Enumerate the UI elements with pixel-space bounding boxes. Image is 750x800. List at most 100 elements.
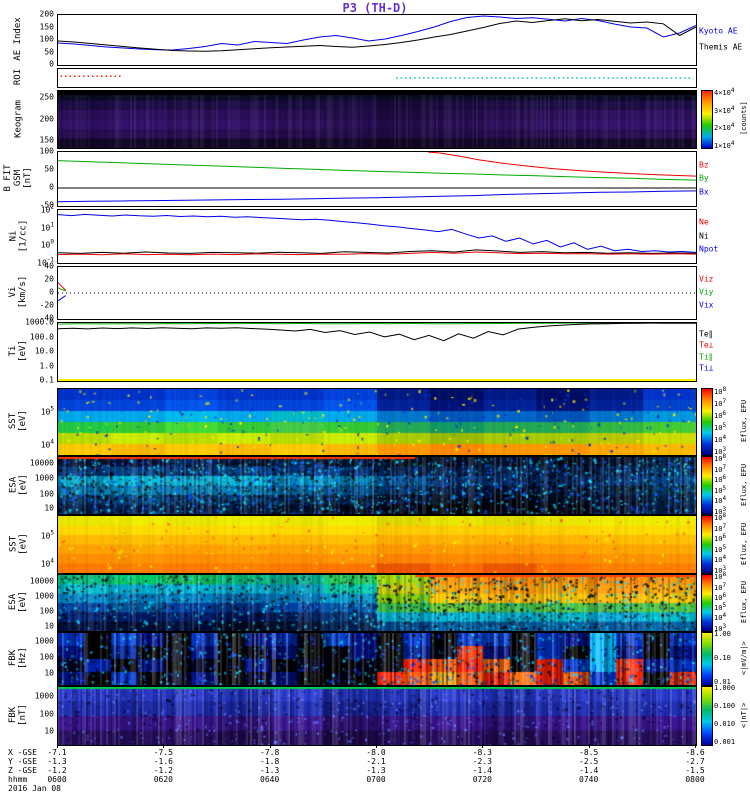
esa_e-ytick: 1000	[34, 591, 54, 601]
ni-legend-2: Npot	[699, 244, 719, 254]
fbk_e-ylabel: FBK [Hz]	[8, 647, 28, 669]
ae-ytick: 0	[49, 59, 54, 69]
fbk_b-ytick: 10	[44, 726, 54, 736]
sst_e-colorbar-label: 107	[714, 522, 727, 533]
axis-row-value: 0600	[47, 775, 67, 784]
ni-ytick: 100	[40, 239, 54, 250]
ni-ytick: 101	[40, 221, 54, 232]
time-tick	[163, 744, 165, 748]
bfit-ytick: -50	[39, 200, 54, 210]
ni-panel	[57, 209, 697, 264]
axis-row-value: -1.8	[260, 757, 280, 766]
roi-ylabel: ROI	[13, 68, 23, 86]
esa_e-ylabel: ESA [eV]	[8, 591, 28, 613]
time-tick	[57, 744, 58, 748]
fbk_e-colorbar	[701, 632, 713, 686]
bfit-ytick: 100	[39, 146, 54, 156]
esa_i-colorbar-label: 104	[714, 495, 727, 506]
fbk_b-ytick: 1000	[34, 691, 54, 701]
fbk_e-panel	[57, 632, 697, 686]
sst_e-panel	[57, 515, 697, 574]
sst_e-colorbar-label: 106	[714, 533, 727, 544]
sst_e-ylabel: SST [eV]	[8, 532, 28, 555]
bfit-legend-0: Bz	[699, 160, 709, 169]
ae-ylabel: AE Index	[13, 17, 23, 61]
time-tick	[482, 744, 484, 748]
esa_e-colorbar-label: 107	[714, 581, 727, 592]
sst_e-colorbar	[701, 515, 713, 574]
esa_i-ytick: 100	[39, 489, 54, 499]
ni-legend-0: Ne	[699, 217, 709, 227]
axis-row-value: 0800	[685, 775, 705, 784]
ti-ytick: 100.0	[29, 332, 54, 341]
sst_e-colorbar-label: 108	[714, 512, 727, 523]
fbk_b-colorbar-unit: <|nT|>	[740, 702, 748, 728]
esa_i-spectrogram	[58, 457, 696, 514]
axis-row-value: -1.3	[47, 757, 67, 766]
keogram-colorbar-label: 2×104	[714, 122, 735, 133]
ti-ytick: 10.0	[34, 346, 54, 356]
bfit-ytick: 50	[44, 164, 54, 174]
axis-row-value: 0620	[153, 775, 173, 784]
vi-ytick: -20	[39, 300, 54, 310]
esa_i-colorbar-label: 108	[714, 453, 727, 464]
esa_i-ytick: 10000	[29, 458, 54, 468]
axis-row-value: 0740	[579, 775, 599, 784]
axis-row-value: -8.5	[579, 748, 599, 757]
fbk_b-ytick: 100	[39, 709, 54, 719]
fbk_e-spectrogram	[58, 633, 696, 685]
axis-row-label-0: X -GSE	[8, 748, 37, 757]
axis-row-value: -1.2	[153, 766, 173, 775]
ae-ytick: 50	[44, 47, 54, 56]
ti-ytick: 0.1	[39, 375, 54, 385]
sst_i-colorbar	[701, 388, 713, 456]
ti-legend-1: Te⊥	[699, 340, 714, 350]
ni-plot	[58, 213, 696, 256]
esa_e-colorbar-unit: Eflux, EFU	[740, 580, 748, 624]
axis-row-value: -8.6	[685, 748, 705, 757]
axis-row-value: 0640	[260, 775, 280, 784]
sst_i-ylabel: SST [eV]	[8, 410, 28, 432]
esa_e-ytick: 100	[39, 606, 54, 616]
axis-row-value: -1.4	[579, 766, 599, 775]
fbk_e-colorbar-label: 0.10	[714, 654, 731, 662]
keogram-ytick: 200	[39, 114, 54, 123]
esa_i-colorbar-label: 103	[714, 505, 727, 516]
ae-plot	[58, 15, 696, 52]
roi-plot	[60, 75, 694, 79]
sst_i-ytick: 104	[40, 438, 54, 450]
bfit-legend-1: By	[699, 173, 709, 183]
sst_i-colorbar-label: 105	[714, 421, 727, 433]
sst_e-colorbar-label: 105	[714, 543, 727, 554]
sst_i-ytick: 105	[40, 405, 54, 417]
axis-row-label-3: hhmm	[8, 775, 28, 784]
keogram-colorbar-unit: [counts]	[740, 101, 748, 136]
ti-ytick: 1000.0	[25, 317, 54, 327]
esa_e-colorbar-label: 106	[714, 591, 727, 603]
fbk_b-colorbar	[701, 686, 713, 746]
axis-row-value: -1.4	[472, 766, 492, 775]
date-label: 2016 Jan 08	[8, 784, 61, 793]
axis-row-value: -7.1	[47, 748, 67, 757]
esa_e-colorbar-label: 104	[714, 612, 727, 623]
axis-row-value: -2.7	[685, 757, 705, 766]
ti-legend-3: Ti⊥	[699, 363, 714, 373]
ae-ytick: 150	[39, 22, 54, 31]
ae-panel	[57, 14, 697, 66]
fbk_b-panel	[57, 686, 697, 746]
axis-row-label-2: Z -GSE	[8, 766, 37, 775]
sst_i-colorbar-label: 106	[714, 409, 727, 421]
axis-row-label-1: Y -GSE	[8, 757, 37, 766]
fbk_b-colorbar-label: 0.010	[714, 719, 736, 728]
ti-ytick: 1.0	[39, 361, 54, 370]
sst_i-panel	[57, 388, 697, 456]
axis-row-value: -7.5	[153, 748, 173, 757]
vi-legend-2: Vix	[699, 300, 714, 310]
vi-legend-1: Viy	[699, 287, 714, 297]
esa_e-colorbar	[701, 574, 713, 632]
fbk_e-ytick: 10	[44, 668, 54, 678]
esa_e-colorbar-label: 108	[714, 571, 727, 582]
vi-ytick: -40	[39, 313, 54, 323]
fbk_e-colorbar-unit: <|mV/m|>	[740, 641, 748, 675]
